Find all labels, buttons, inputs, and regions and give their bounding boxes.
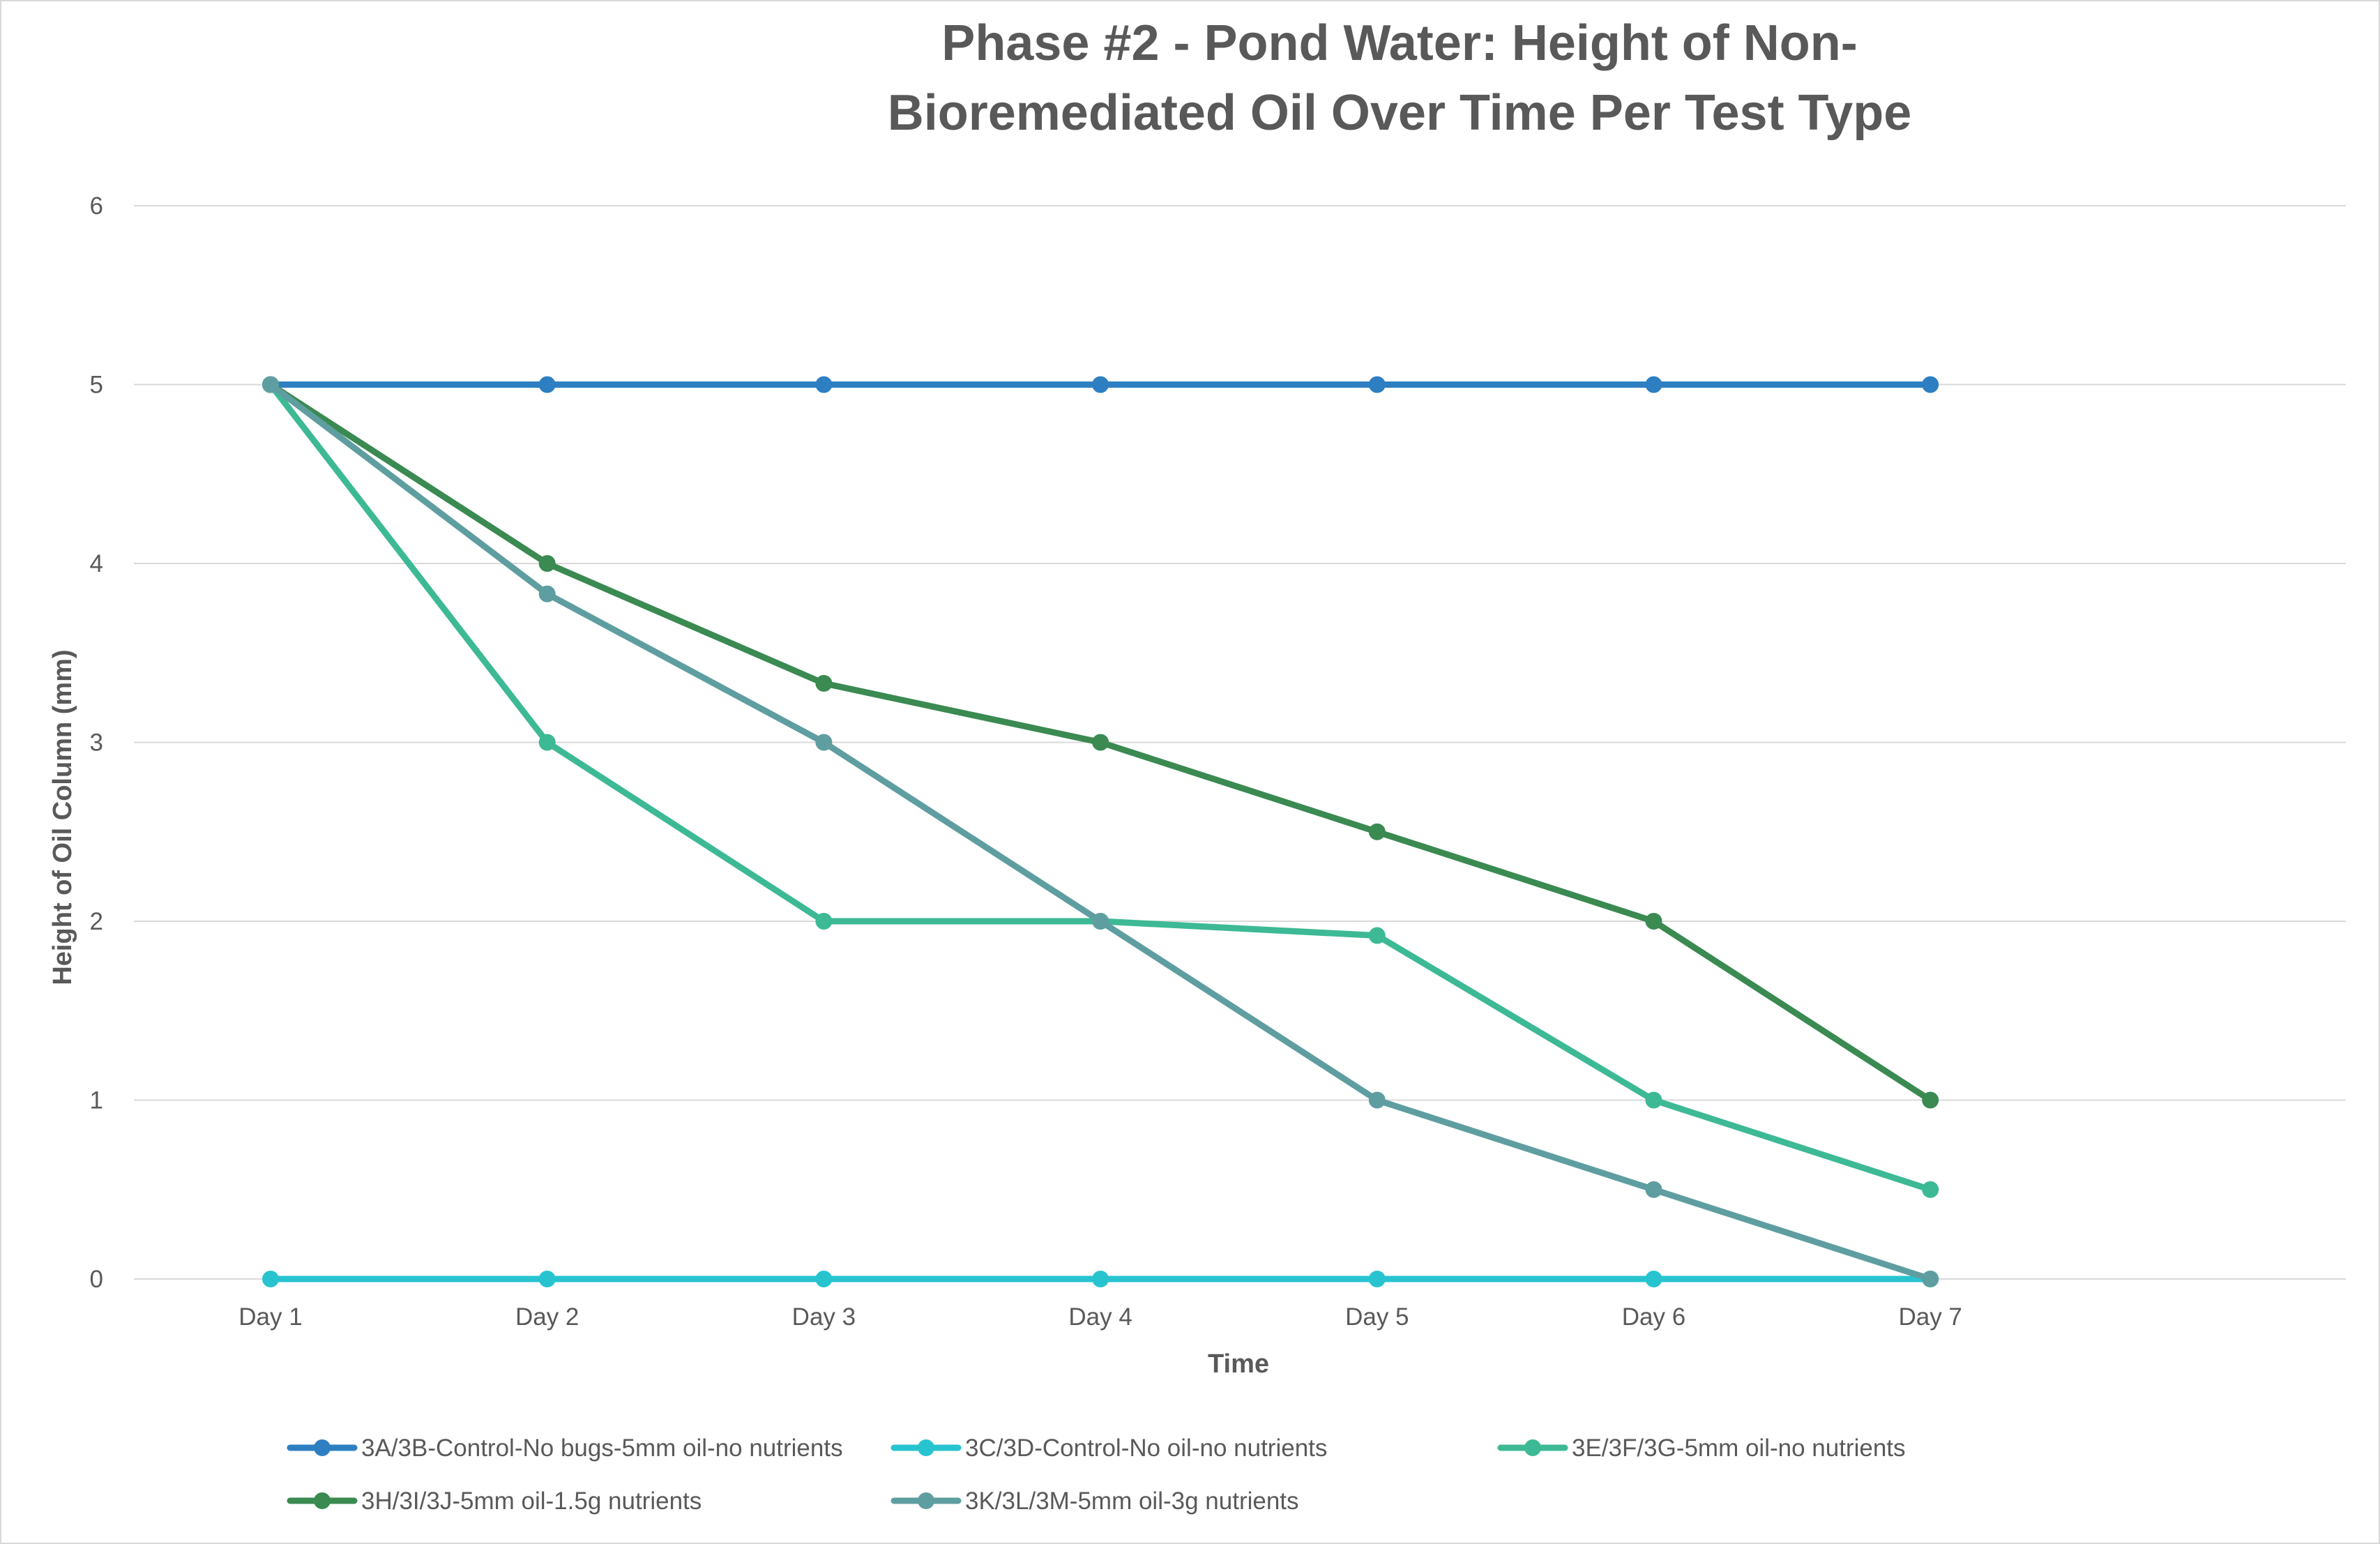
data-point bbox=[815, 913, 833, 930]
data-point bbox=[1645, 1091, 1662, 1109]
data-point bbox=[1645, 376, 1662, 393]
legend-marker bbox=[314, 1492, 331, 1509]
data-point bbox=[538, 376, 556, 393]
data-point bbox=[1368, 1271, 1386, 1287]
x-axis-tick-labels: Day 1 Day 2 Day 3 Day 4 Day 5 Day 6 Day 7 bbox=[238, 1303, 1962, 1331]
legend-item: 3H/3I/3J-5mm oil-1.5g nutrients bbox=[287, 1488, 702, 1515]
data-point bbox=[1368, 823, 1386, 840]
legend-label: 3E/3F/3G-5mm oil-no nutrients bbox=[1572, 1435, 1906, 1462]
data-point bbox=[1368, 927, 1386, 944]
legend-marker bbox=[918, 1439, 934, 1456]
data-point bbox=[815, 674, 833, 692]
gridlines bbox=[134, 205, 2346, 1280]
chart-title-line-2: Bioremediated Oil Over Time Per Test Typ… bbox=[888, 85, 1912, 141]
x-tick-label: Day 4 bbox=[1068, 1303, 1132, 1331]
y-tick-label: 4 bbox=[90, 550, 103, 577]
y-tick-label: 1 bbox=[90, 1087, 103, 1114]
legend-item: 3C/3D-Control-No oil-no nutrients bbox=[890, 1435, 1327, 1462]
data-point bbox=[1645, 913, 1662, 930]
data-point bbox=[1922, 1181, 1939, 1198]
data-point bbox=[538, 555, 556, 572]
x-tick-label: Day 2 bbox=[515, 1303, 579, 1331]
data-point bbox=[538, 1271, 556, 1287]
x-tick-label: Day 5 bbox=[1345, 1303, 1409, 1331]
legend-label: 3K/3L/3M-5mm oil-3g nutrients bbox=[965, 1488, 1299, 1515]
legend-label: 3H/3I/3J-5mm oil-1.5g nutrients bbox=[361, 1488, 702, 1515]
x-tick-label: Day 3 bbox=[792, 1303, 856, 1331]
x-tick-label: Day 6 bbox=[1622, 1303, 1685, 1331]
data-point bbox=[815, 376, 833, 393]
data-point bbox=[1922, 1091, 1939, 1109]
data-point bbox=[1645, 1271, 1662, 1287]
legend-label: 3C/3D-Control-No oil-no nutrients bbox=[965, 1435, 1327, 1462]
series-3 bbox=[262, 376, 1939, 1198]
legend-item: 3A/3B-Control-No bugs-5mm oil-no nutrien… bbox=[287, 1435, 843, 1462]
y-tick-label: 5 bbox=[90, 372, 103, 399]
data-point bbox=[262, 1271, 279, 1287]
data-point bbox=[815, 1271, 833, 1287]
series-lines bbox=[262, 376, 1939, 1287]
x-axis-title: Time bbox=[1208, 1349, 1269, 1379]
y-tick-label: 0 bbox=[90, 1266, 103, 1293]
data-point bbox=[262, 376, 279, 393]
series-2 bbox=[262, 1271, 1939, 1287]
data-point bbox=[1368, 376, 1386, 393]
x-tick-label: Day 7 bbox=[1898, 1303, 1962, 1331]
chart-title-line-1: Phase #2 - Pond Water: Height of Non- bbox=[941, 15, 1857, 71]
series-1 bbox=[262, 376, 1939, 393]
data-point bbox=[538, 585, 556, 603]
data-point bbox=[1092, 376, 1109, 393]
legend-marker bbox=[918, 1492, 934, 1509]
data-point bbox=[1922, 376, 1939, 393]
data-point bbox=[1368, 1091, 1386, 1109]
data-point bbox=[815, 734, 833, 751]
y-tick-label: 3 bbox=[90, 729, 103, 757]
y-axis-title: Height of Oil Column (mm) bbox=[48, 649, 77, 985]
data-point bbox=[1645, 1181, 1662, 1198]
y-axis-tick-labels: 0 1 2 3 4 5 6 bbox=[90, 192, 103, 1293]
y-tick-label: 2 bbox=[90, 908, 103, 935]
y-tick-label: 6 bbox=[90, 192, 103, 220]
legend-marker bbox=[1524, 1439, 1541, 1456]
legend-item: 3E/3F/3G-5mm oil-no nutrients bbox=[1497, 1435, 1906, 1462]
legend-marker bbox=[314, 1439, 331, 1456]
series-5 bbox=[262, 376, 1939, 1287]
data-point bbox=[1092, 913, 1109, 930]
series-line bbox=[267, 381, 1934, 1282]
legend: 3A/3B-Control-No bugs-5mm oil-no nutrien… bbox=[287, 1435, 1906, 1515]
data-point bbox=[1092, 1271, 1109, 1287]
series-line bbox=[267, 381, 1934, 1193]
data-point bbox=[1922, 1271, 1939, 1287]
legend-label: 3A/3B-Control-No bugs-5mm oil-no nutrien… bbox=[361, 1435, 843, 1462]
data-point bbox=[1092, 734, 1109, 751]
x-tick-label: Day 1 bbox=[238, 1303, 302, 1331]
data-point bbox=[538, 734, 556, 751]
legend-item: 3K/3L/3M-5mm oil-3g nutrients bbox=[890, 1488, 1299, 1515]
